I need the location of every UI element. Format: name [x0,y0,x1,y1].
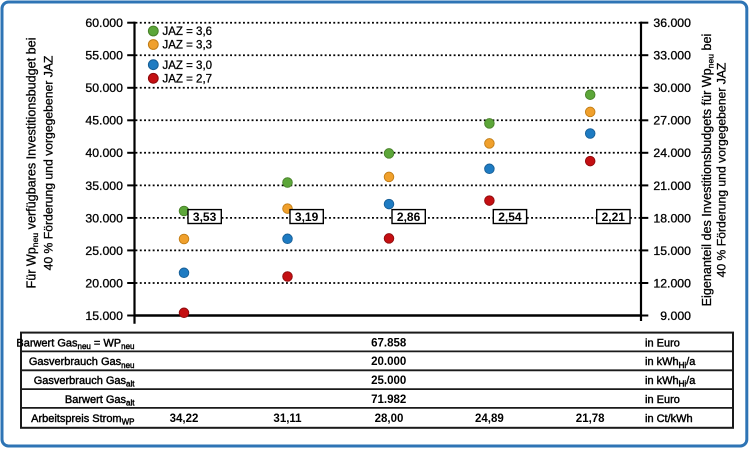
svg-text:50.000: 50.000 [85,81,123,95]
svg-text:JAZ = 3,6: JAZ = 3,6 [163,26,213,38]
svg-text:40.000: 40.000 [85,146,123,160]
svg-text:30.000: 30.000 [85,211,123,225]
svg-text:18.000: 18.000 [653,211,691,225]
svg-text:31,11: 31,11 [273,413,302,425]
svg-text:45.000: 45.000 [85,114,123,128]
svg-text:JAZ = 3,3: JAZ = 3,3 [163,40,213,52]
svg-text:20.000: 20.000 [85,276,123,290]
svg-text:71.982: 71.982 [371,394,406,406]
svg-text:2,54: 2,54 [498,210,522,224]
svg-text:40 % Förderung und vorgegebene: 40 % Förderung und vorgegebener JAZ [715,62,729,277]
svg-text:Barwert Gasalt​: Barwert Gasalt​ [65,394,135,408]
svg-text:20.000: 20.000 [371,356,406,368]
svg-text:67.858: 67.858 [371,337,407,349]
svg-text:in Ct/kWh: in Ct/kWh [645,413,693,425]
svg-text:34,22: 34,22 [170,413,199,425]
svg-text:in kWhHi​/a: in kWhHi​/a [645,375,696,389]
svg-text:25.000: 25.000 [371,375,406,387]
svg-text:55.000: 55.000 [85,49,123,63]
svg-text:in Euro: in Euro [645,337,680,349]
svg-text:27.000: 27.000 [653,114,691,128]
svg-text:21.000: 21.000 [653,179,691,193]
svg-text:12.000: 12.000 [653,276,691,290]
svg-text:Arbeitspreis StromWP​: Arbeitspreis StromWP​ [31,413,134,427]
svg-text:15.000: 15.000 [85,309,123,323]
svg-text:JAZ = 2,7: JAZ = 2,7 [163,74,213,86]
svg-text:28,00: 28,00 [375,413,404,425]
svg-text:Eigenanteil des Investitionsbu: Eigenanteil des Investitionsbudgets für … [700,34,716,307]
svg-text:21,78: 21,78 [576,413,605,425]
svg-text:24.000: 24.000 [653,146,691,160]
svg-text:2,86: 2,86 [397,210,421,224]
svg-text:60.000: 60.000 [85,16,123,30]
svg-text:Gasverbrauch Gasalt​: Gasverbrauch Gasalt​ [34,375,136,389]
svg-text:40 % Förderung und vorgegebene: 40 % Förderung und vorgegebener JAZ [42,55,56,270]
svg-text:33.000: 33.000 [653,49,691,63]
svg-text:JAZ = 3,0: JAZ = 3,0 [163,60,213,72]
svg-text:9.000: 9.000 [660,309,691,323]
svg-text:Gasverbrauch Gasneu​: Gasverbrauch Gasneu​ [29,356,135,370]
svg-text:15.000: 15.000 [653,244,691,258]
svg-text:30.000: 30.000 [653,81,691,95]
svg-text:2,21: 2,21 [602,210,626,224]
svg-text:25.000: 25.000 [85,244,123,258]
svg-text:36.000: 36.000 [653,16,691,30]
svg-text:3,53: 3,53 [193,210,217,224]
svg-text:3,19: 3,19 [295,210,319,224]
svg-text:Barwert Gasneu​ = WPneu​: Barwert Gasneu​ = WPneu​ [16,337,134,351]
svg-text:35.000: 35.000 [85,179,123,193]
svg-text:in kWhHi​/a: in kWhHi​/a [645,356,696,370]
svg-text:in Euro: in Euro [645,394,680,406]
svg-text:Für Wpneu​ verfügbares Investi: Für Wpneu​ verfügbares Investitionsbudge… [25,38,41,289]
svg-text:24,89: 24,89 [475,413,504,425]
